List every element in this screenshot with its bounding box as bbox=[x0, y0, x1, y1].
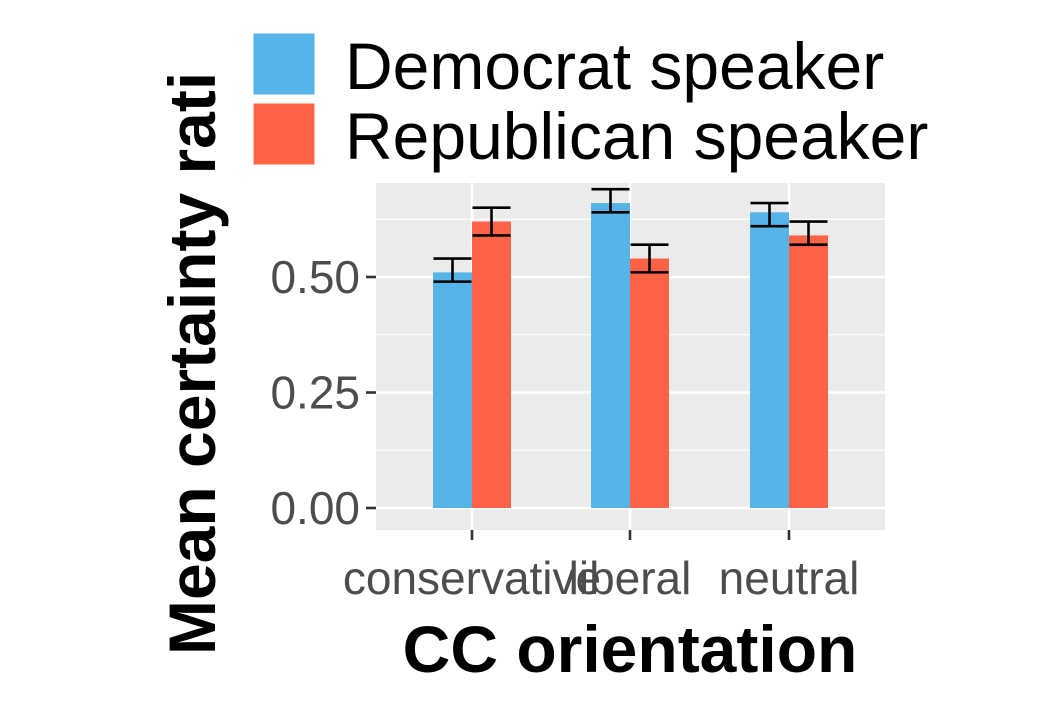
y-axis-title: Mean certainty rati bbox=[155, 72, 229, 655]
legend-label-democrat: Democrat speaker bbox=[345, 29, 884, 103]
bars bbox=[433, 203, 828, 509]
bar bbox=[591, 203, 630, 508]
y-tick-label: 0.00 bbox=[270, 482, 360, 534]
legend-key-democrat bbox=[250, 30, 318, 98]
error-bars bbox=[433, 187, 828, 283]
error-bar bbox=[630, 243, 669, 274]
error-bar bbox=[472, 206, 511, 237]
bar bbox=[789, 235, 828, 509]
error-bar bbox=[433, 257, 472, 283]
bar bbox=[630, 258, 669, 508]
x-tick-label: liberal bbox=[569, 552, 692, 604]
error-bar bbox=[789, 220, 828, 246]
bar bbox=[750, 212, 789, 508]
y-tick-label: 0.25 bbox=[270, 367, 360, 419]
x-axis-title: CC orientation bbox=[403, 612, 858, 686]
error-bar bbox=[750, 201, 789, 228]
y-tick-label: 0.50 bbox=[270, 251, 360, 303]
bar bbox=[472, 221, 511, 508]
x-tick-label: conservative bbox=[343, 552, 601, 604]
legend-key-republican bbox=[250, 100, 318, 168]
legend-label-republican: Republican speaker bbox=[345, 99, 928, 173]
error-bar bbox=[591, 187, 630, 214]
legend: Democrat speaker Republican speaker bbox=[250, 29, 928, 173]
x-tick-label: neutral bbox=[719, 552, 860, 604]
bar bbox=[433, 272, 472, 508]
